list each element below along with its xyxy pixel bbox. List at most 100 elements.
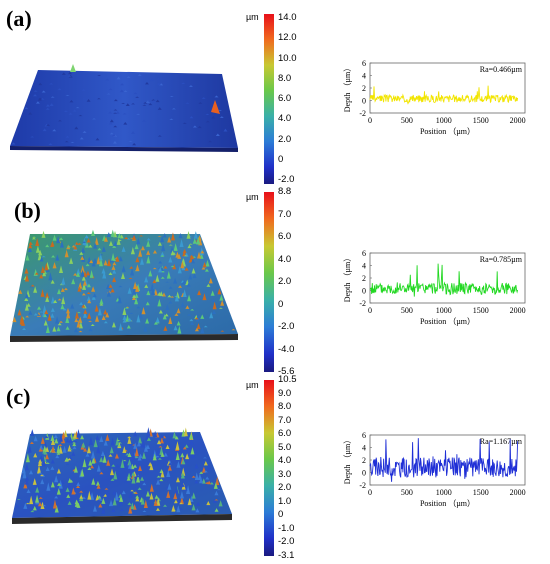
surface-peak (110, 478, 115, 481)
surface-peak (139, 235, 144, 237)
colorbar-tick-label: 9.0 (278, 387, 292, 399)
surface-peak (112, 261, 117, 266)
surface-peak (82, 458, 87, 468)
surface-peak (178, 233, 183, 239)
surface-peak (140, 245, 145, 251)
surface-peak (179, 239, 184, 247)
surface-peak (214, 508, 219, 512)
surface-peak (28, 112, 33, 115)
surface-peak (30, 510, 35, 513)
surface-peak (19, 315, 24, 322)
surface-peak (203, 457, 208, 459)
surface-peak (92, 505, 97, 512)
colorbar-tick-label: 2.0 (278, 133, 292, 145)
surface-peak (77, 286, 82, 292)
surface-peak (33, 452, 38, 458)
surface-peak (138, 310, 143, 319)
surface-peak (214, 499, 219, 501)
surface-peak (86, 295, 91, 302)
surface-peak (166, 469, 171, 478)
surface-peak (103, 309, 108, 315)
surface-peak (38, 82, 43, 86)
surface-peak (115, 255, 120, 262)
surface-peak (148, 103, 153, 106)
surface-peak (163, 325, 168, 331)
surface-peak (136, 305, 141, 309)
surface-peak (157, 235, 162, 237)
surface-peak (114, 491, 119, 501)
surface-peak (47, 313, 52, 321)
surface-peak (169, 118, 174, 121)
surface-peak (149, 79, 154, 82)
surface-peak (152, 279, 157, 284)
surface-peak (50, 279, 55, 284)
surface-peak (51, 255, 56, 258)
surface-peak (191, 475, 196, 478)
surface-peak (155, 274, 160, 282)
surface-peak (127, 452, 132, 458)
surface-peak (190, 255, 195, 260)
y-tick-label: 0 (362, 469, 366, 478)
surface-peak (95, 314, 100, 322)
surface-peak (121, 490, 126, 495)
surface-peak (106, 459, 111, 466)
surface-peak (113, 112, 118, 114)
surface-peak (86, 98, 91, 102)
surface-peak (176, 320, 181, 326)
surface-peak (85, 270, 90, 276)
surface-peak (50, 445, 55, 453)
surface-peak (80, 256, 85, 260)
surface-peak (166, 270, 171, 279)
surface-peak (83, 311, 88, 318)
surface-peak (172, 431, 177, 439)
surface-peak (78, 114, 83, 117)
surface-peak (50, 307, 55, 312)
surface-peak (182, 248, 187, 254)
surface-peak (24, 296, 29, 301)
surface-peak (112, 497, 117, 506)
surface-peak (52, 499, 57, 509)
surface-peak (91, 286, 96, 292)
surface-peak (209, 312, 214, 319)
surface-peak (40, 501, 45, 509)
surface-peak (120, 272, 125, 280)
surface-peak (63, 287, 68, 291)
surface-peak (175, 476, 180, 483)
surface-peak (160, 254, 165, 257)
surface-peak (106, 93, 111, 95)
surface-peak (115, 464, 120, 468)
surface-peak (95, 494, 100, 501)
surface-peak (52, 326, 57, 332)
surface-peak (101, 246, 106, 252)
surface-peak (38, 459, 43, 464)
surface-peak (130, 267, 135, 276)
surface-peak (146, 255, 151, 264)
surface-peak (132, 294, 137, 298)
surface-peak (76, 481, 81, 486)
y-tick-label: -2 (359, 299, 366, 308)
colorbar-tick-label: 6.0 (278, 428, 292, 440)
y-axis-label: Depth （µm） (343, 436, 352, 484)
surface-peak (121, 102, 126, 104)
surface-peak (44, 435, 49, 439)
surface-peak (170, 246, 175, 253)
surface-peak (38, 448, 43, 452)
surface-peak (38, 249, 43, 256)
surface-peak (97, 495, 102, 499)
surface-peak (158, 260, 163, 264)
surface-peak (96, 98, 101, 100)
surface-peak (152, 267, 157, 270)
x-tick-label: 500 (401, 488, 413, 497)
surface-peak (53, 434, 58, 438)
panel-c: (c) µm 10.5 9.0 8.0 7.0 6.0 5.0 4.0 3.0 2.0 1.0 0-… (0, 375, 550, 564)
surface-peak (170, 250, 175, 256)
colorbar-unit: µm (246, 192, 259, 202)
surface-peak (215, 476, 220, 486)
colorbar-tick-label: -3.1 (278, 550, 295, 561)
surface-peak (50, 240, 55, 247)
surface-peak (35, 494, 40, 503)
surface-peak (93, 242, 98, 249)
surface-peak (198, 102, 203, 104)
